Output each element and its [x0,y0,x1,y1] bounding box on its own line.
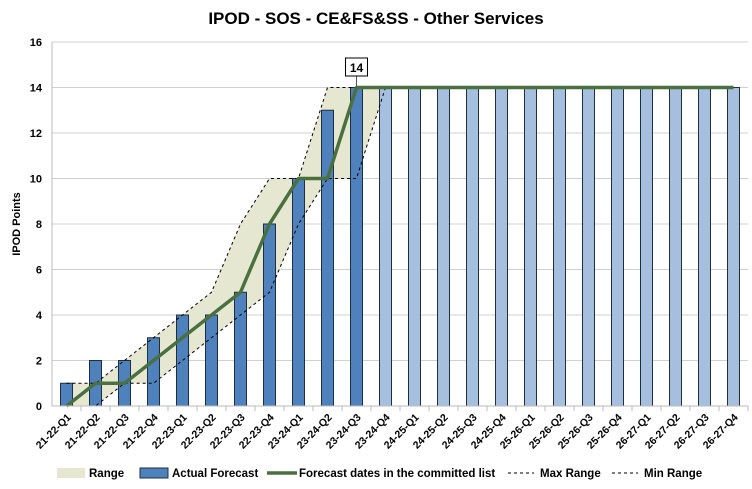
forecast-line [65,85,734,408]
y-tick-label: 0 [36,401,42,413]
bar-26-27-Q1 [640,87,653,407]
bar-25-26-Q4 [611,87,624,407]
legend-swatch-range [57,468,85,478]
legend-label: Max Range [540,468,601,480]
bar-22-23-Q3 [234,291,247,407]
max-range-line [66,87,734,384]
bar-22-23-Q2 [205,314,218,407]
y-tick-label: 4 [36,310,43,322]
bar-24-25-Q4 [495,87,508,407]
bar-24-25-Q2 [437,87,450,407]
y-tick-label: 2 [36,356,42,368]
y-tick-label: 10 [30,174,42,186]
y-axis-label: IPOD Points [11,192,23,256]
legend-label: Min Range [644,468,702,480]
legend-label: Actual Forecast [172,468,258,480]
bar-23-24-Q2 [321,109,334,407]
legend-label: Range [89,468,124,480]
bar-25-26-Q2 [553,87,566,407]
bar-23-24-Q1 [292,178,305,407]
annotation-box [345,57,368,77]
bar-26-27-Q4 [727,87,740,407]
bar-23-24-Q3 [350,87,363,407]
y-tick-label: 6 [36,265,42,277]
y-tick-label: 8 [36,219,42,231]
bar-26-27-Q3 [698,87,711,407]
bar-22-23-Q1 [176,314,189,407]
annotation-label: 14 [350,61,364,75]
bar-25-26-Q1 [524,87,537,407]
legend-swatch-actual [139,467,169,479]
chart-title: IPOD - SOS - CE&FS&SS - Other Services [208,9,543,28]
bar-22-23-Q4 [263,223,276,407]
bar-23-24-Q4 [379,87,392,407]
bar-26-27-Q2 [669,87,682,407]
bar-25-26-Q3 [582,87,595,407]
y-tick-label: 12 [30,128,42,140]
bar-24-25-Q3 [466,87,479,407]
y-tick-label: 16 [30,37,42,49]
legend-label: Forecast dates in the committed list [299,468,495,480]
bar-21-22-Q4 [147,337,160,407]
range-area [66,87,734,406]
bar-24-25-Q1 [408,87,421,407]
y-tick-label: 14 [30,83,43,95]
